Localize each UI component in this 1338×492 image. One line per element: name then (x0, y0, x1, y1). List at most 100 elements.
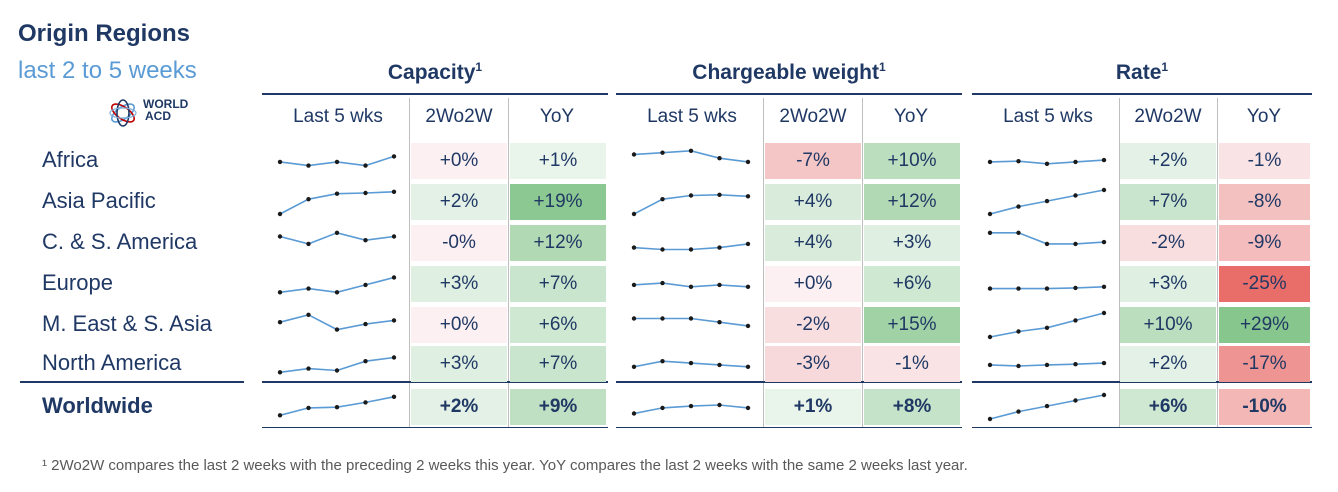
worldwide-separator (20, 381, 244, 383)
sparkline-point (334, 327, 340, 332)
sparkline-point (277, 290, 283, 295)
cell-weight-yoy: +6% (864, 266, 960, 302)
sparkline-point (1016, 363, 1021, 369)
subheader-capacity-yoy: YoY (539, 106, 575, 127)
group-title-weight: Chargeable weight1 (616, 60, 962, 85)
sparkline-point (717, 402, 722, 408)
sparkline-weight (631, 316, 751, 329)
cell-capacity-2wo2w: -0% (411, 225, 507, 261)
sparkline-weight (631, 359, 751, 369)
cell-capacity-yoy: +7% (510, 346, 606, 382)
region-label-me-s-asia: M. East & S. Asia (42, 311, 212, 336)
cell-weight-yoy: +8% (864, 389, 960, 425)
sparkline-point (631, 211, 637, 217)
sparkline-point (631, 411, 637, 416)
sparkline-point (363, 400, 368, 405)
sparkline-point (334, 368, 340, 373)
sparkline-point (987, 159, 993, 165)
sparkline-point (717, 156, 722, 161)
sparkline-rate (987, 284, 1107, 291)
group-line-weight (616, 93, 962, 95)
cell-capacity-yoy: +7% (510, 266, 606, 302)
sparkline-point (1044, 325, 1050, 330)
subheader-weight-2wo2w: 2Wo2W (779, 106, 847, 127)
sparkline-rate (987, 187, 1107, 217)
sparkline-point (688, 193, 694, 198)
sparkline-point (306, 197, 311, 202)
group-line-rate (972, 93, 1312, 95)
cell-rate-yoy: -25% (1219, 266, 1310, 302)
sparkline-point (1044, 241, 1050, 247)
sparkline-weight (631, 148, 751, 165)
cell-rate-2wo2w: +3% (1120, 266, 1216, 302)
sparkline-point (1101, 284, 1107, 289)
sparkline-point (717, 320, 722, 325)
sparkline-point (717, 192, 722, 197)
cell-rate-2wo2w: +10% (1120, 307, 1216, 343)
sparkline-point (306, 163, 311, 168)
sparkline-capacity (277, 312, 397, 332)
sparkline-point (1073, 362, 1078, 367)
sparkline-rate (987, 310, 1107, 340)
sparkline-point (745, 241, 751, 247)
group-title-capacity: Capacity1 (262, 60, 608, 85)
sparkline-point (660, 247, 665, 252)
sparkline-point (745, 405, 751, 411)
sparkline-point (987, 362, 993, 368)
cell-weight-yoy: +15% (864, 307, 960, 343)
subheader-weight-yoy: YoY (893, 106, 929, 127)
sparkline-capacity (277, 394, 397, 418)
sparkline-point (660, 197, 665, 202)
region-label-europe: Europe (42, 270, 113, 295)
sparkline-point (1101, 392, 1107, 398)
sparkline-point (745, 194, 751, 199)
sparkline-point (660, 316, 665, 321)
subheader-rate-last5: Last 5 wks (1003, 106, 1093, 127)
cell-capacity-yoy: +19% (510, 184, 606, 220)
sparkline-point (688, 284, 694, 289)
globe-rings-icon (109, 99, 137, 127)
sparkline-point (1101, 239, 1107, 245)
sparkline-capacity (277, 355, 397, 375)
sparkline-rate (987, 360, 1107, 369)
cell-weight-2wo2w: +4% (765, 225, 861, 261)
footnote: ¹ 2Wo2W compares the last 2 weeks with t… (42, 457, 968, 474)
sparkline-point (745, 323, 751, 329)
logo-line2: ACD (145, 109, 171, 123)
sparkline-point (334, 230, 340, 235)
sparkline-point (391, 355, 397, 360)
table-bottom-line (972, 427, 1312, 428)
sparkline-point (688, 403, 694, 409)
cell-capacity-yoy: +9% (510, 389, 606, 425)
cell-capacity-yoy: +1% (510, 143, 606, 179)
col-sep (862, 98, 863, 428)
sparkline-point (660, 359, 665, 364)
group-title-rate-sup: 1 (1161, 60, 1169, 74)
cell-weight-2wo2w: +1% (765, 389, 861, 425)
cell-rate-2wo2w: +2% (1120, 346, 1216, 382)
group-title-weight-sup: 1 (879, 60, 886, 74)
cell-rate-yoy: -10% (1219, 389, 1310, 425)
sparkline-point (688, 316, 694, 321)
cell-weight-2wo2w: -7% (765, 143, 861, 179)
sparkline-point (391, 234, 397, 239)
sparkline-point (717, 245, 722, 250)
sparkline-point (334, 405, 340, 410)
worldwide-separator (972, 381, 1312, 383)
region-label-africa: Africa (42, 147, 99, 172)
cell-weight-2wo2w: +0% (765, 266, 861, 302)
sparkline-point (1016, 286, 1021, 291)
sparkline-point (745, 284, 751, 289)
subheader-weight-last5: Last 5 wks (647, 106, 737, 127)
sparkline-capacity (277, 230, 397, 247)
sparkline-point (745, 159, 751, 165)
sparkline-point (717, 362, 722, 368)
region-label-asia-pacific: Asia Pacific (42, 188, 156, 213)
sparkline-point (334, 290, 340, 295)
sparkline-line (989, 312, 1105, 338)
sparkline-point (363, 238, 368, 243)
sparkline-point (660, 280, 665, 286)
table-bottom-line (616, 427, 962, 428)
sparkline-point (363, 282, 368, 288)
sparkline-point (1101, 310, 1107, 316)
